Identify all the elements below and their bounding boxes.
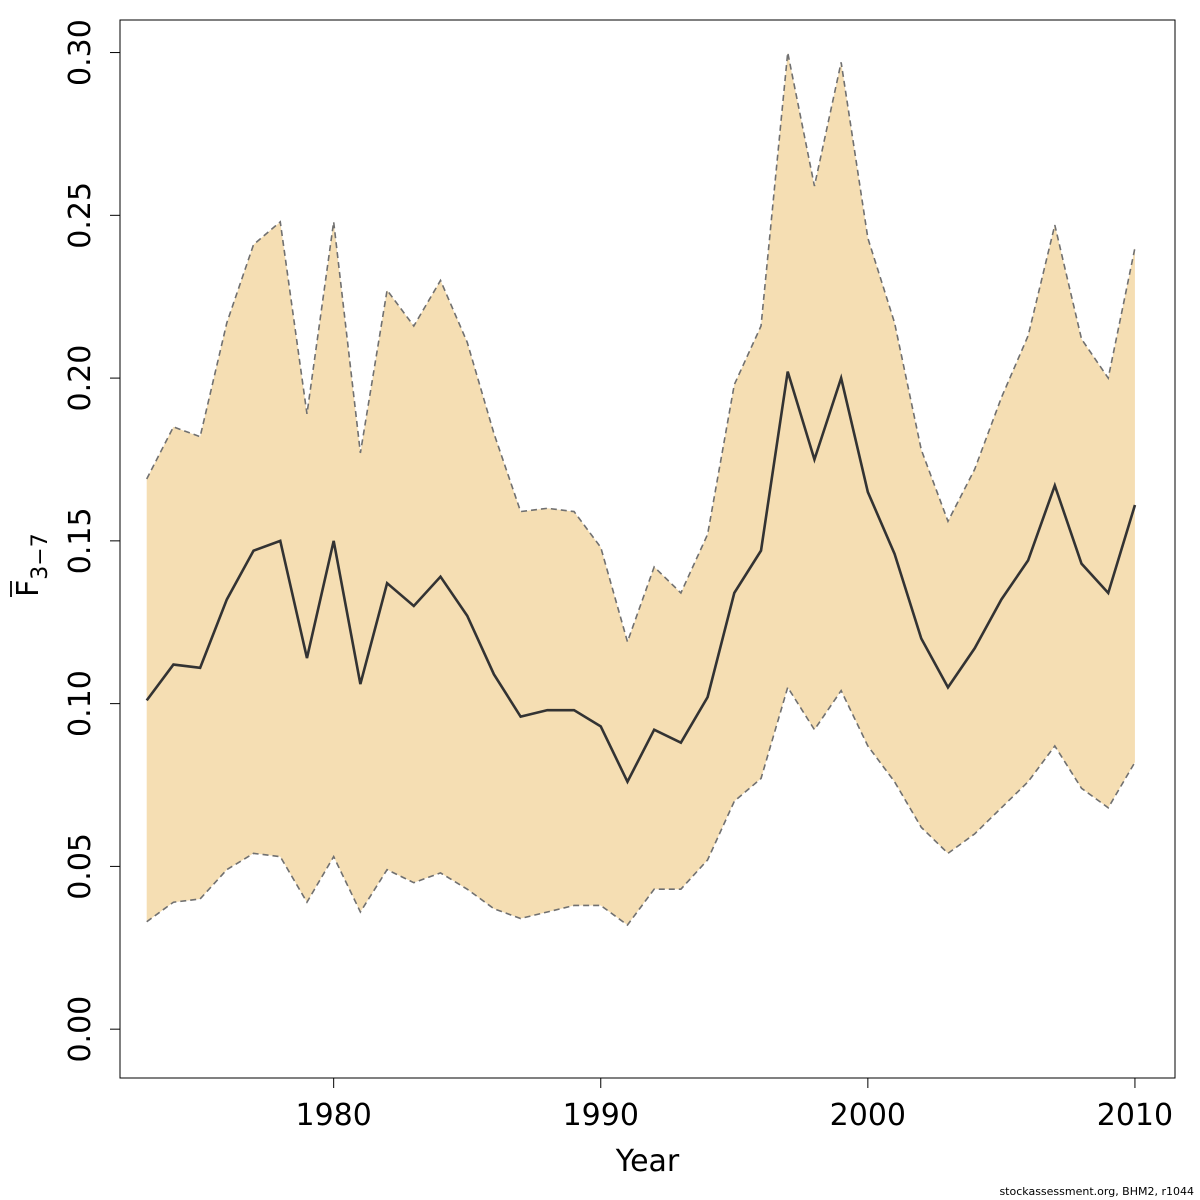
confidence-band — [146, 52, 1135, 925]
y-axis-title-base: F — [11, 580, 46, 597]
y-tick-label: 0.10 — [63, 670, 98, 737]
confidence-band-layer — [146, 52, 1135, 925]
x-tick-label: 1980 — [295, 1098, 371, 1133]
plot-frame — [119, 19, 1176, 1079]
y-axis-title: F3−7 — [10, 533, 53, 597]
x-tick-label: 1990 — [563, 1098, 639, 1133]
upper-bound-line — [145, 52, 1136, 645]
y-axis-title-subscript: 3−7 — [28, 533, 53, 579]
y-tick-label: 0.00 — [63, 996, 98, 1063]
y-tick-label: 0.15 — [63, 507, 98, 574]
y-tick-label: 0.25 — [63, 182, 98, 249]
x-tick-label: 2000 — [830, 1098, 906, 1133]
x-axis-title: Year — [615, 1144, 680, 1179]
x-axis: 1980 1990 2000 2010 — [295, 1078, 1173, 1133]
series-line-layer — [145, 52, 1137, 927]
y-tick-label: 0.20 — [63, 345, 98, 412]
y-axis-title-text: F3−7 — [11, 533, 53, 597]
x-tick-label: 2010 — [1097, 1098, 1173, 1133]
y-tick-label: 0.05 — [63, 833, 98, 900]
y-axis: 0.00 0.05 0.10 0.15 0.20 0.25 0.30 — [63, 19, 120, 1063]
source-credit: stockassessment.org, BHM2, r1044 — [999, 1185, 1194, 1198]
lower-bound-line — [146, 685, 1136, 927]
y-tick-label: 0.30 — [63, 19, 98, 86]
estimate-line — [145, 371, 1137, 785]
